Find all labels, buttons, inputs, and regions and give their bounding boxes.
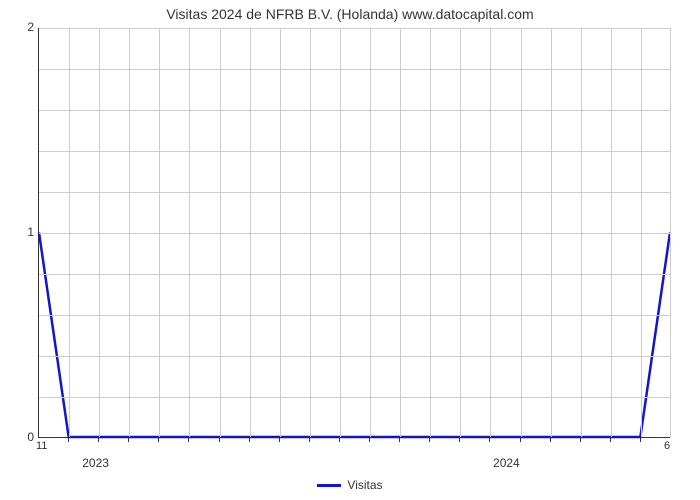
gridline-h-minor (39, 356, 670, 357)
gridline-v (551, 28, 552, 437)
x-tick-mark (610, 438, 611, 442)
gridline-h-minor (39, 274, 670, 275)
x-tick-mark (219, 438, 220, 442)
x-tick-mark (369, 438, 370, 442)
gridline-v (460, 28, 461, 437)
gridline-v (581, 28, 582, 437)
gridline-v (99, 28, 100, 437)
x-year-label: 2024 (493, 456, 520, 470)
legend-label: Visitas (347, 478, 382, 492)
plot-area (38, 28, 670, 438)
x-tick-mark (489, 438, 490, 442)
x-tick-mark (550, 438, 551, 442)
x-start-label: 11 (36, 440, 47, 452)
x-tick-mark (429, 438, 430, 442)
y-tick-label: 0 (14, 430, 34, 444)
gridline-v (280, 28, 281, 437)
gridline-v (430, 28, 431, 437)
legend: Visitas (0, 478, 700, 492)
x-tick-mark (580, 438, 581, 442)
gridline-h (39, 233, 670, 234)
x-tick-mark (399, 438, 400, 442)
x-tick-mark (188, 438, 189, 442)
x-tick-mark (68, 438, 69, 442)
gridline-v (641, 28, 642, 437)
gridline-h-minor (39, 192, 670, 193)
gridline-v (490, 28, 491, 437)
gridline-h-minor (39, 110, 670, 111)
x-tick-mark (158, 438, 159, 442)
gridline-v (189, 28, 190, 437)
gridline-h-minor (39, 151, 670, 152)
gridline-v (400, 28, 401, 437)
gridline-h-minor (39, 397, 670, 398)
x-tick-mark (640, 438, 641, 442)
x-tick-mark (128, 438, 129, 442)
y-tick-label: 1 (14, 225, 34, 239)
gridline-v (370, 28, 371, 437)
gridline-v (310, 28, 311, 437)
gridline-v (159, 28, 160, 437)
legend-swatch (317, 484, 341, 487)
x-tick-mark (339, 438, 340, 442)
gridline-v (340, 28, 341, 437)
x-end-label: 6 (664, 440, 670, 452)
gridline-v (69, 28, 70, 437)
x-tick-mark (249, 438, 250, 442)
gridline-v (129, 28, 130, 437)
x-tick-mark (309, 438, 310, 442)
gridline-v (220, 28, 221, 437)
x-tick-mark (459, 438, 460, 442)
y-tick-label: 2 (14, 20, 34, 34)
gridline-h-minor (39, 315, 670, 316)
x-tick-mark (520, 438, 521, 442)
gridline-h (39, 28, 670, 29)
x-tick-mark (98, 438, 99, 442)
gridline-h-minor (39, 69, 670, 70)
gridline-v (521, 28, 522, 437)
gridline-v (670, 28, 671, 437)
gridline-v (611, 28, 612, 437)
x-year-label: 2023 (82, 456, 109, 470)
gridline-v (250, 28, 251, 437)
chart-container: Visitas 2024 de NFRB B.V. (Holanda) www.… (0, 0, 700, 500)
x-tick-mark (279, 438, 280, 442)
chart-title: Visitas 2024 de NFRB B.V. (Holanda) www.… (0, 6, 700, 22)
